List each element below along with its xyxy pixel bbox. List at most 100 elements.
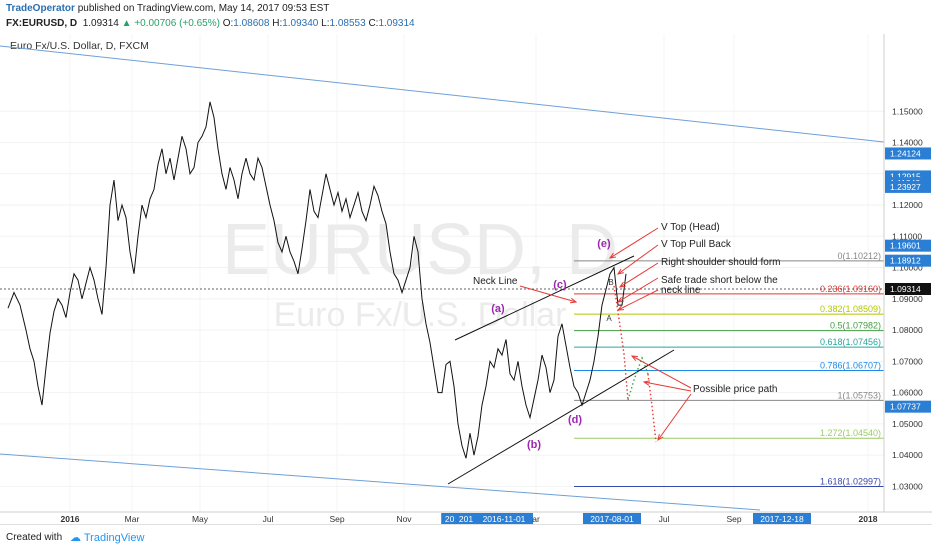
open-value: 1.08608 bbox=[233, 18, 270, 29]
x-tick-label: 201 bbox=[459, 514, 473, 524]
ohlc-line: FX:EURUSD, D 1.09314 ▲ +0.00706 (+0.65%)… bbox=[6, 18, 415, 29]
annotation-neck-line: Neck Line bbox=[473, 276, 518, 287]
projected-path-up bbox=[627, 355, 649, 401]
y-tick-label: 1.10000 bbox=[892, 263, 923, 273]
y-tick-label: 1.09000 bbox=[892, 294, 923, 304]
annotation-arrow bbox=[519, 285, 577, 303]
projected-path-down bbox=[613, 285, 629, 401]
x-tick-highlight bbox=[475, 513, 533, 525]
price-tag-label: 1.12915 bbox=[890, 171, 921, 181]
x-tick-highlight bbox=[455, 513, 477, 525]
publisher-name[interactable]: TradeOperator bbox=[6, 3, 75, 14]
price-tag bbox=[885, 239, 931, 252]
fib-level-label: 0(1.10212) bbox=[837, 251, 881, 261]
x-tick-highlight bbox=[753, 513, 811, 525]
published-text: published on TradingView.com, May 14, 20… bbox=[77, 3, 330, 14]
footer: Created with ☁ TradingView bbox=[0, 524, 932, 551]
annotation-arrowhead bbox=[616, 296, 625, 303]
created-with-label: Created with bbox=[6, 532, 63, 543]
price-tag-label: 1.23927 bbox=[890, 182, 921, 192]
price-tag-label: 1.18912 bbox=[890, 256, 921, 266]
x-tick-label: Sep bbox=[726, 514, 741, 524]
chart-header: TradeOperator published on TradingView.c… bbox=[0, 0, 932, 34]
x-tick-label: ar bbox=[532, 514, 540, 524]
high-label: H: bbox=[272, 18, 283, 29]
current-price-label: 1.09314 bbox=[890, 284, 921, 294]
price-tag-label: 1.07737 bbox=[890, 402, 921, 412]
price-tag-label: 1.19601 bbox=[890, 241, 921, 251]
y-tick-label: 1.03000 bbox=[892, 481, 923, 491]
y-tick-label: 1.12000 bbox=[892, 200, 923, 210]
x-tick-label: Jul bbox=[263, 514, 274, 524]
price-line bbox=[7, 101, 627, 459]
annotation-v-top-pull-back: V Top Pull Back bbox=[661, 239, 732, 250]
annotation-arrow bbox=[643, 381, 692, 392]
open-label: O: bbox=[222, 18, 234, 29]
annotation-safe-trade-line2: neck line bbox=[661, 285, 701, 296]
price-tag bbox=[885, 400, 931, 413]
wave-label: (e) bbox=[597, 238, 611, 250]
fib-level-label: 0.618(1.07456) bbox=[820, 337, 881, 347]
chart-drawings: (a) (b) (c) (d) (e) B A V Top (Head) V Top Pull … bbox=[447, 222, 781, 485]
fib-level-label: 0.5(1.07982) bbox=[830, 321, 881, 331]
chart-area[interactable]: EURUSD, D Euro Fx/U.S. Dollar Euro Fx/U.… bbox=[0, 34, 932, 525]
price-chart[interactable]: EURUSD, D Euro Fx/U.S. Dollar Euro Fx/U.… bbox=[0, 34, 932, 525]
annotation-arrowhead bbox=[618, 281, 627, 288]
annotation-safe-trade-line1: Safe trade short below the bbox=[661, 275, 778, 286]
y-axis-panel bbox=[884, 34, 932, 524]
y-tick-label: 1.07000 bbox=[892, 356, 923, 366]
low-value: 1.08553 bbox=[329, 18, 366, 29]
x-tick-label: Nov bbox=[396, 514, 412, 524]
upper-trend-line bbox=[0, 45, 885, 143]
y-tick-label: 1.15000 bbox=[892, 106, 923, 116]
cloud-icon: ☁ bbox=[70, 532, 81, 544]
wave-label: (b) bbox=[527, 439, 541, 451]
x-tick-label: May bbox=[192, 514, 209, 524]
annotation-possible-path: Possible price path bbox=[693, 384, 778, 395]
price-change: +0.00706 (+0.65%) bbox=[134, 18, 220, 29]
x-tick-label: 2017-12-18 bbox=[760, 514, 804, 524]
fib-level-label: 0.382(1.08509) bbox=[820, 304, 881, 314]
annotation-arrow bbox=[657, 393, 692, 441]
price-series bbox=[0, 101, 884, 459]
projected-path-final bbox=[647, 373, 657, 443]
annotation-arrow bbox=[617, 244, 659, 275]
annotation-arrowhead bbox=[616, 268, 624, 275]
y-tick-label: 1.08000 bbox=[892, 325, 923, 335]
tradingview-brand: TradingView bbox=[83, 532, 145, 544]
last-price: 1.09314 bbox=[82, 18, 119, 29]
annotation-arrowhead bbox=[642, 380, 650, 386]
annotation-arrow bbox=[617, 277, 659, 303]
x-tick-label: 2016-11-01 bbox=[483, 514, 526, 524]
x-tick-label: Mar bbox=[125, 514, 140, 524]
point-label-b: B bbox=[608, 278, 613, 287]
close-label: C: bbox=[368, 18, 379, 29]
fib-level-label: 1.618(1.02997) bbox=[820, 476, 881, 486]
fib-level-label: 1.272(1.04540) bbox=[820, 428, 881, 438]
chart-title: Euro Fx/U.S. Dollar, D, FXCM bbox=[10, 40, 149, 52]
point-label-a: A bbox=[606, 314, 612, 323]
tradingview-logo[interactable]: ☁ TradingView bbox=[70, 531, 144, 544]
publisher-line: TradeOperator published on TradingView.c… bbox=[6, 3, 329, 14]
annotation-arrow bbox=[631, 355, 692, 389]
annotation-arrowhead bbox=[569, 297, 578, 304]
annotation-arrow bbox=[619, 262, 659, 288]
high-value: 1.09340 bbox=[282, 18, 319, 29]
x-tick-label: Jul bbox=[659, 514, 670, 524]
y-tick-label: 1.04000 bbox=[892, 450, 923, 460]
annotation-arrowhead bbox=[657, 434, 664, 442]
current-price-tag bbox=[885, 282, 931, 295]
x-tick-label: 2018 bbox=[859, 514, 878, 524]
fib-level-label: 0.236(1.09160) bbox=[820, 284, 881, 294]
price-tag bbox=[885, 147, 931, 160]
y-tick-label: 1.06000 bbox=[892, 388, 923, 398]
x-tick-label: 201 bbox=[445, 514, 459, 524]
wave-label: (d) bbox=[568, 414, 582, 426]
y-tick-label: 1.05000 bbox=[892, 419, 923, 429]
low-label: L: bbox=[321, 18, 330, 29]
price-tag bbox=[885, 254, 931, 267]
axes: 1.150001.140001.130001.120001.110001.100… bbox=[0, 34, 932, 525]
wave-label: (a) bbox=[491, 303, 505, 315]
fib-level-label: 0.786(1.06707) bbox=[820, 360, 881, 370]
price-tag-label: 1.24124 bbox=[890, 148, 921, 158]
